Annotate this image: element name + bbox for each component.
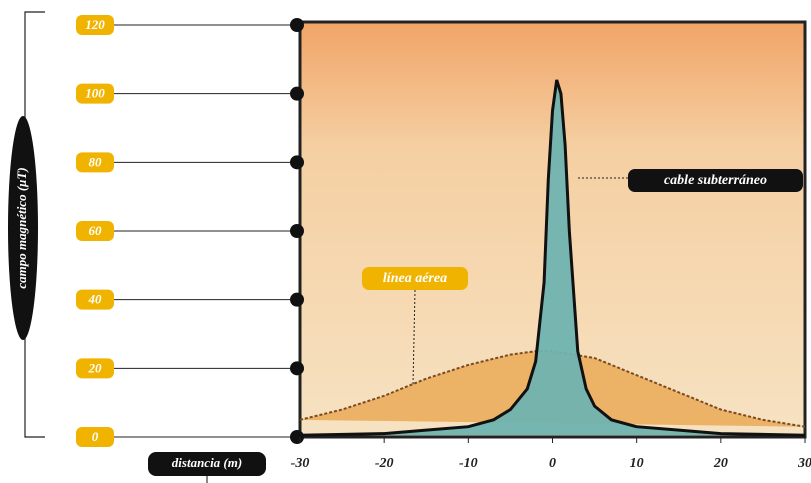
y-tick-dot	[290, 224, 304, 238]
y-tick-label: 0	[92, 429, 99, 444]
y-tick-dot	[290, 87, 304, 101]
y-tick-label: 100	[85, 86, 105, 101]
y-axis-label: campo magnético (μT)	[14, 167, 29, 288]
series-label: línea aérea	[383, 271, 447, 286]
series-label: cable subterráneo	[664, 173, 767, 188]
y-tick-dot	[290, 18, 304, 32]
x-tick-label: -10	[459, 456, 478, 471]
y-tick-label: 80	[89, 154, 103, 169]
x-tick-label: -30	[291, 456, 310, 471]
x-tick-label: 0	[549, 456, 556, 471]
x-tick-label: -20	[375, 456, 394, 471]
y-tick-dot	[290, 293, 304, 307]
y-tick-dot	[290, 361, 304, 375]
y-tick-label: 20	[88, 360, 103, 375]
chart: campo magnético (μT) distancia (m) 0 20 40…	[0, 0, 811, 483]
y-tick-dot	[290, 155, 304, 169]
x-tick-label: 20	[713, 456, 728, 471]
x-tick-label: 10	[630, 456, 644, 471]
y-tick-label: 60	[89, 223, 103, 238]
y-tick-label: 120	[85, 17, 105, 32]
y-tick-label: 40	[88, 292, 103, 307]
x-axis-label: distancia (m)	[172, 455, 242, 470]
x-tick-label: 30	[797, 456, 811, 471]
y-tick-dot	[290, 430, 304, 444]
